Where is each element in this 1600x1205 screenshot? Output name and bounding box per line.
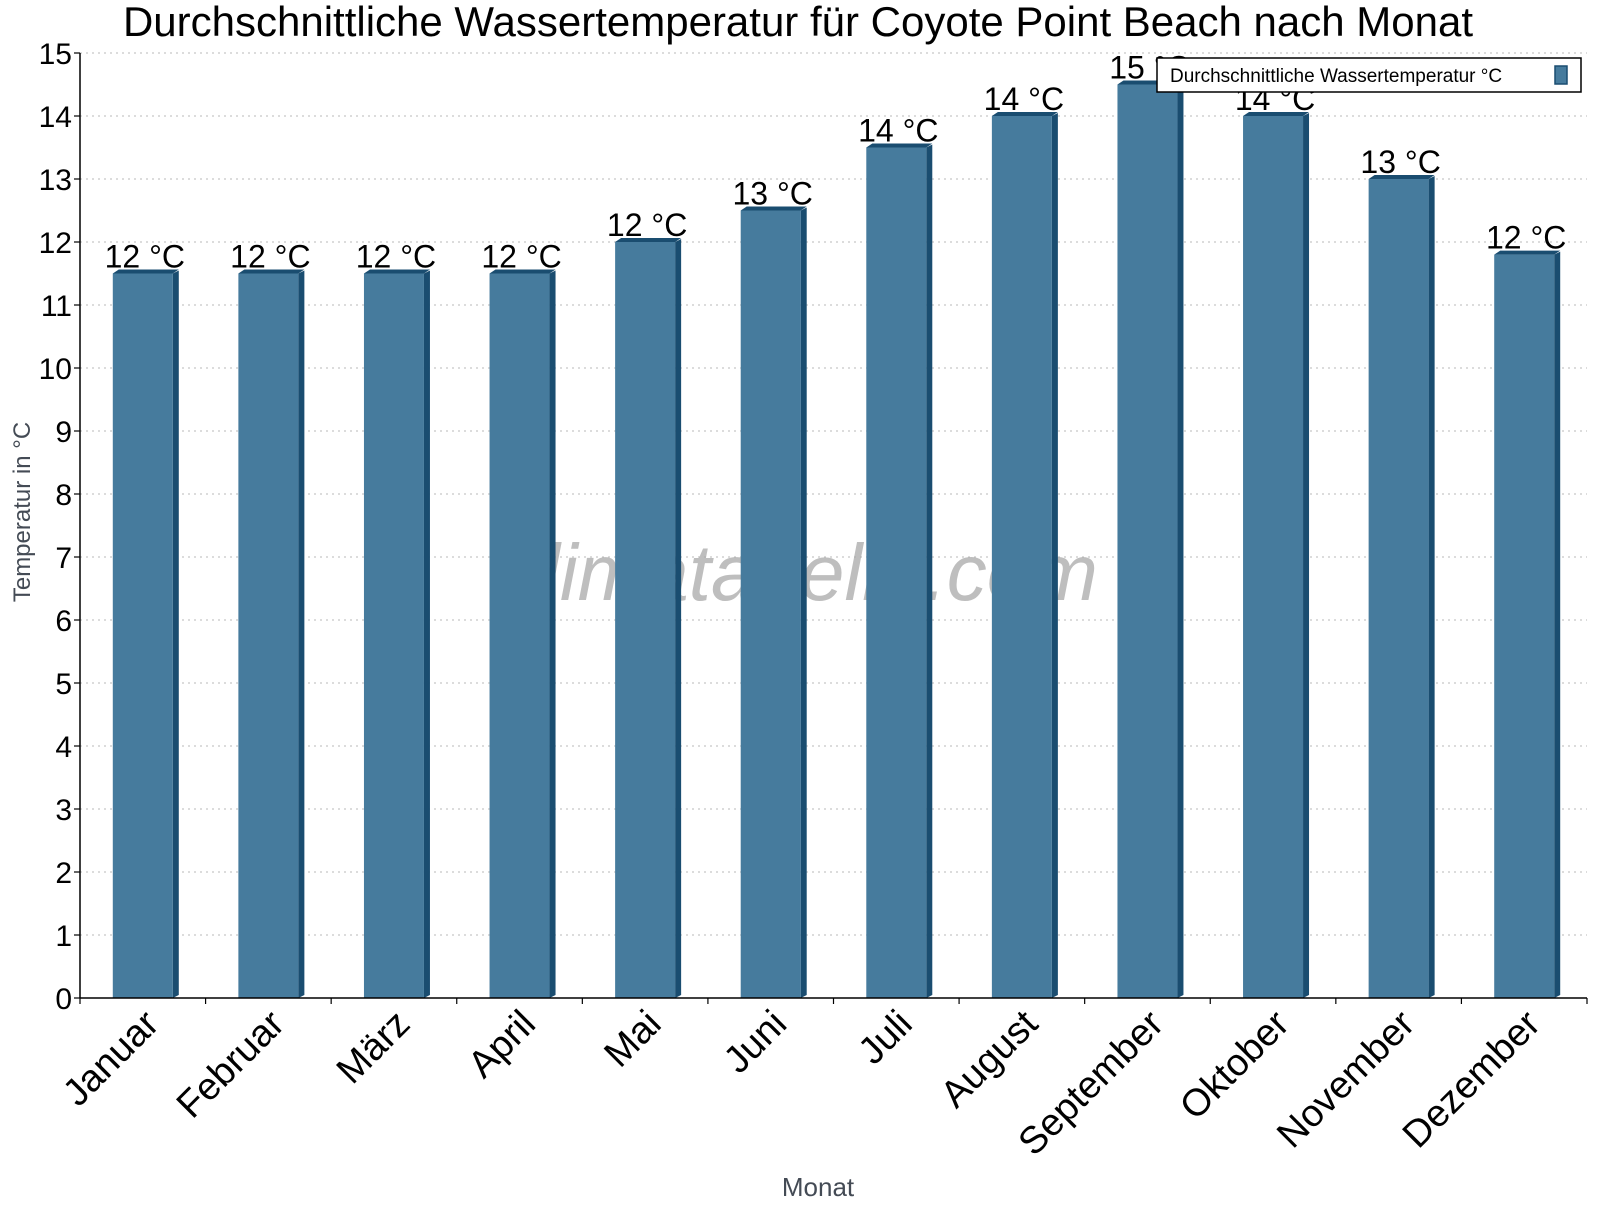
x-axis-label: Monat — [782, 1172, 855, 1200]
bar-side — [800, 207, 807, 998]
bar-side — [1051, 113, 1058, 998]
y-tick-label: 0 — [55, 983, 72, 1016]
bar-top — [1368, 175, 1435, 179]
bar-top — [363, 269, 430, 274]
y-axis-label: Temperatur in °C — [9, 422, 36, 602]
data-label: 14 °C — [984, 81, 1064, 117]
y-tick-label: 12 — [39, 227, 72, 260]
legend: Durchschnittliche Wassertemperatur °C — [1156, 57, 1582, 93]
y-tick-label: 14 — [39, 101, 72, 134]
bar — [615, 238, 682, 998]
x-tick-label: Februar — [169, 1002, 293, 1126]
bar-side — [549, 270, 556, 998]
bar — [991, 112, 1058, 998]
bar — [489, 269, 556, 998]
bar-side — [172, 270, 179, 998]
bar-top — [112, 269, 179, 274]
data-label: 13 °C — [733, 176, 813, 212]
chart-title: Durchschnittliche Wassertemperatur für C… — [123, 0, 1473, 45]
data-label: 12 °C — [1486, 220, 1566, 256]
bar-front — [1494, 254, 1555, 999]
bar-front — [1243, 116, 1304, 998]
bar-top — [238, 269, 305, 274]
legend-box — [1156, 57, 1582, 93]
bar-front — [1117, 84, 1178, 998]
y-tick-label: 5 — [55, 668, 72, 701]
data-label: 12 °C — [607, 207, 687, 243]
data-label: 12 °C — [356, 239, 436, 275]
data-label: 12 °C — [481, 239, 561, 275]
bars — [112, 80, 1561, 999]
x-tick-label: Dezember — [1395, 1002, 1549, 1156]
bar-front — [740, 210, 801, 998]
bar-side — [1303, 113, 1310, 998]
bar — [740, 206, 807, 998]
bar-front — [991, 116, 1052, 998]
bar-side — [675, 239, 682, 998]
bar — [1243, 112, 1310, 998]
y-tick-label: 7 — [55, 542, 72, 575]
y-tick-label: 9 — [55, 416, 72, 449]
bar-side — [423, 270, 430, 998]
x-tick-label: Juni — [716, 1003, 795, 1082]
y-tick-label: 6 — [55, 605, 72, 638]
bar-top — [1243, 112, 1310, 116]
y-tick-label: 13 — [39, 164, 72, 197]
x-tick-label: März — [329, 1003, 418, 1092]
bar-top — [866, 143, 933, 148]
legend-swatch — [1554, 65, 1568, 85]
y-tick-label: 8 — [55, 479, 72, 512]
bar-front — [1368, 179, 1429, 998]
bar-front — [363, 273, 424, 998]
bar — [112, 269, 179, 998]
bar — [238, 269, 305, 998]
bar — [866, 143, 933, 998]
x-tick-label: April — [460, 1003, 543, 1086]
x-tick-label: Januar — [55, 1002, 167, 1114]
y-tick-label: 10 — [39, 353, 72, 386]
bar-front — [112, 273, 173, 998]
grid-lines — [80, 52, 1587, 936]
x-tick-label: Juli — [851, 1003, 921, 1073]
bar — [363, 269, 430, 998]
bar — [1117, 80, 1184, 998]
bar-top — [991, 112, 1058, 116]
data-label: 14 °C — [858, 113, 938, 149]
y-tick-label: 4 — [55, 731, 72, 764]
bar-side — [298, 270, 305, 998]
bar-top — [740, 206, 807, 211]
bar-side — [1177, 81, 1184, 998]
bar-top — [1494, 250, 1561, 255]
x-tick-label: August — [933, 1002, 1047, 1116]
bar-side — [926, 144, 933, 998]
bar-front — [489, 273, 550, 998]
bar-front — [866, 147, 927, 998]
y-tick-label: 1 — [55, 920, 72, 953]
bar-top — [489, 269, 556, 274]
data-label: 12 °C — [105, 239, 185, 275]
y-tick-label: 11 — [41, 290, 72, 323]
bar — [1368, 175, 1435, 998]
x-tick-label: Mai — [596, 1003, 669, 1076]
y-tick-label: 2 — [55, 857, 72, 890]
bar-top — [615, 238, 682, 242]
x-tick-label: Oktober — [1172, 1002, 1298, 1128]
bar-side — [1554, 251, 1561, 999]
data-label: 12 °C — [230, 239, 310, 275]
bar-front — [615, 242, 676, 998]
bar-front — [238, 273, 299, 998]
bar — [1494, 250, 1561, 999]
bar-side — [1428, 176, 1435, 998]
legend-label: Durchschnittliche Wassertemperatur °C — [1170, 66, 1502, 87]
data-label: 13 °C — [1360, 144, 1440, 180]
y-tick-label: 3 — [55, 794, 72, 827]
y-tick-label: 15 — [39, 38, 72, 71]
